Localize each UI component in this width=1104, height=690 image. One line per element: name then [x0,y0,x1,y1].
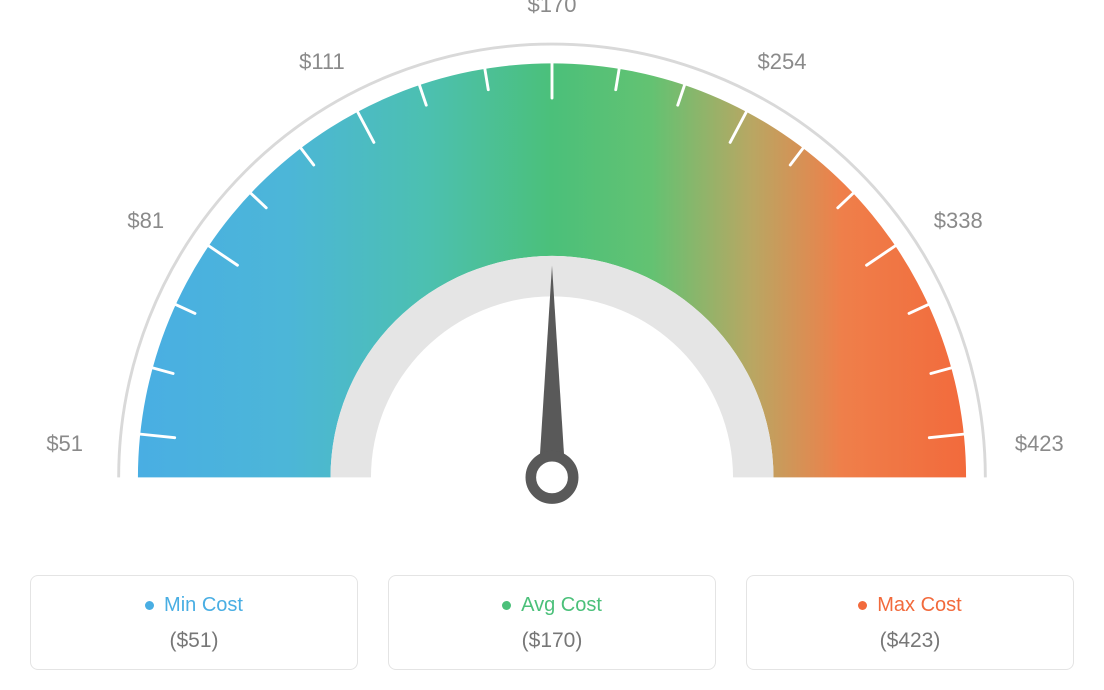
legend-value-max: ($423) [757,629,1063,653]
cost-gauge: $51$81$111$170$254$338$423 [52,20,1052,540]
gauge-tick-label: $81 [127,208,164,234]
legend-dot-max [858,601,867,610]
legend-card-avg: Avg Cost ($170) [388,575,716,670]
legend-label-avg: Avg Cost [521,594,602,617]
gauge-svg [52,20,1052,540]
gauge-tick-label: $51 [46,431,83,457]
legend-value-min: ($51) [41,629,347,653]
legend-label-min: Min Cost [164,594,243,617]
legend-label-max: Max Cost [877,594,961,617]
gauge-tick-label: $254 [758,49,807,75]
gauge-tick-label: $338 [934,208,983,234]
gauge-tick-label: $423 [1015,431,1064,457]
legend-row: Min Cost ($51) Avg Cost ($170) Max Cost … [30,575,1074,670]
gauge-tick-label: $111 [299,49,345,75]
legend-card-max: Max Cost ($423) [746,575,1074,670]
gauge-tick-label: $170 [528,0,577,18]
legend-card-min: Min Cost ($51) [30,575,358,670]
legend-value-avg: ($170) [399,629,705,653]
legend-dot-min [145,601,154,610]
legend-title-avg: Avg Cost [502,594,602,617]
legend-dot-avg [502,601,511,610]
legend-title-min: Min Cost [145,594,243,617]
legend-title-max: Max Cost [858,594,961,617]
